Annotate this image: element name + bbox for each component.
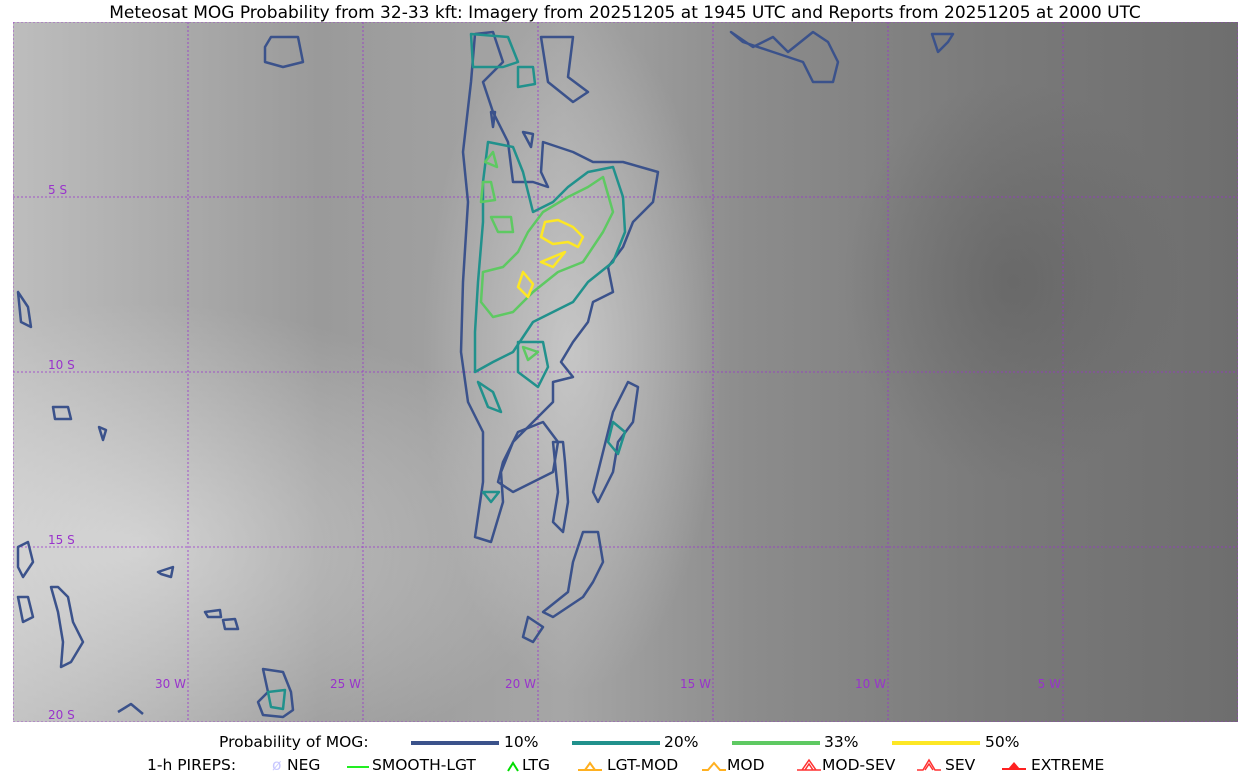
contour-10pct <box>930 32 955 54</box>
lat-label: 5 S <box>48 183 67 197</box>
legend-sev: SEV <box>945 756 976 774</box>
contour-33pct <box>521 345 540 362</box>
contour-10pct <box>263 35 305 69</box>
graticule-labels: 35 W30 W25 W20 W15 W10 W5 W5 S10 S15 S20… <box>48 183 1061 722</box>
contour-20pct <box>473 140 627 374</box>
contour-10pct <box>256 667 295 719</box>
contour-10pct <box>51 405 73 421</box>
legend-10: 10% <box>504 733 539 751</box>
lat-label: 20 S <box>48 708 75 722</box>
contour-20pct <box>266 688 287 711</box>
contour-20pct <box>516 340 550 389</box>
legend-lgt-mod: LGT-MOD <box>607 756 679 774</box>
lon-label: 20 W <box>505 677 536 691</box>
contour-20pct <box>516 65 537 89</box>
contour-10pct <box>16 290 33 329</box>
ltg-caret-icon <box>507 761 519 772</box>
contour-10pct <box>203 608 223 619</box>
lat-label: 10 S <box>48 358 75 372</box>
contour-10pct <box>521 615 545 644</box>
contour-10pct <box>117 702 144 715</box>
extreme-icon <box>1002 762 1026 770</box>
contour-10pct <box>97 425 108 442</box>
lon-label: 30 W <box>155 677 186 691</box>
legend-mod-sev: MOD-SEV <box>822 756 896 774</box>
contour-50pct <box>516 270 535 299</box>
swatch-20 <box>572 741 660 745</box>
legend-20: 20% <box>664 733 699 751</box>
lon-label: 25 W <box>330 677 361 691</box>
contour-20pct <box>476 380 503 414</box>
mog-contours <box>16 30 955 719</box>
contour-10pct <box>16 595 35 624</box>
contour-10pct <box>489 110 497 129</box>
swatch-10 <box>411 741 499 745</box>
chart-title: Meteosat MOG Probability from 32-33 kft:… <box>109 3 1141 23</box>
legend-50: 50% <box>985 733 1020 751</box>
graticule <box>13 22 1238 722</box>
contour-10pct <box>459 30 660 544</box>
legend-neg: NEG <box>287 756 321 774</box>
contour-10pct <box>729 30 840 84</box>
contour-10pct <box>539 35 590 104</box>
lon-label: 15 W <box>680 677 711 691</box>
contour-10pct <box>49 585 85 669</box>
contour-50pct <box>539 218 585 249</box>
legend-smooth-lgt: SMOOTH-LGT <box>372 756 476 774</box>
contour-33pct <box>479 175 615 319</box>
contour-20pct <box>606 420 627 456</box>
contour-10pct <box>551 440 570 534</box>
contour-20pct <box>481 490 501 504</box>
contour-10pct <box>591 380 640 504</box>
contour-33pct <box>479 180 497 204</box>
contour-10pct <box>156 565 175 579</box>
mod-caret-icon <box>702 761 726 771</box>
contour-33pct <box>483 150 499 169</box>
neg-icon: ø <box>272 756 282 774</box>
contour-20pct <box>469 32 520 69</box>
sev-icon <box>917 758 941 771</box>
smooth-lgt-line-icon <box>347 766 369 768</box>
contour-10pct <box>541 530 605 619</box>
lgt-mod-icon <box>578 761 602 771</box>
pireps-legend-label: 1-h PIREPS: <box>147 756 237 774</box>
dry-region-east <box>843 82 1183 482</box>
legend-extreme: EXTREME <box>1031 756 1105 774</box>
lon-label: 5 W <box>1038 677 1061 691</box>
swatch-50 <box>892 741 980 745</box>
legend-33: 33% <box>824 733 859 751</box>
contour-10pct <box>221 617 240 631</box>
swatch-33 <box>732 741 820 745</box>
lon-label: 10 W <box>855 677 886 691</box>
contour-10pct <box>16 540 35 579</box>
contour-10pct <box>521 130 535 149</box>
contour-50pct <box>539 250 567 269</box>
contour-33pct <box>489 215 515 234</box>
satellite-map: 35 W30 W25 W20 W15 W10 W5 W5 S10 S15 S20… <box>13 22 1238 722</box>
legend-ltg: LTG <box>522 756 550 774</box>
mod-sev-icon <box>797 758 821 771</box>
contour-10pct <box>496 420 560 494</box>
cloud-band-central <box>423 22 723 692</box>
lat-label: 15 S <box>48 533 75 547</box>
legend-mod: MOD <box>727 756 765 774</box>
probability-legend-label: Probability of MOG: <box>219 733 369 751</box>
